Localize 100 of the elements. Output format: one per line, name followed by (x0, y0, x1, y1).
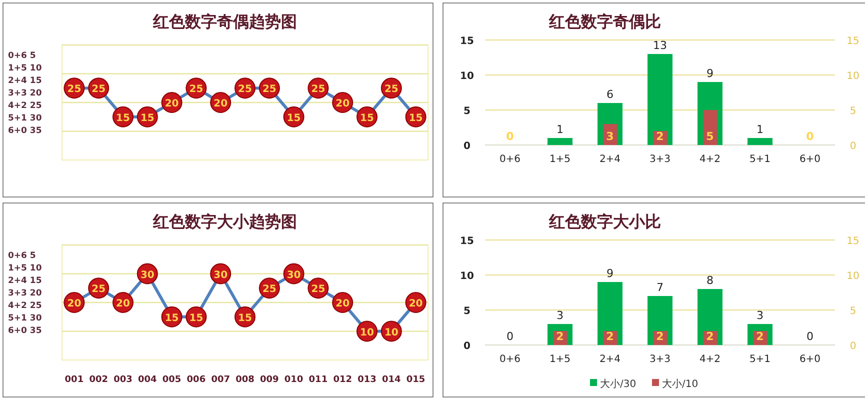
text: 2+4 15 (8, 76, 42, 86)
data-label: 2 (656, 330, 664, 343)
x-tick-label: 1+5 (549, 154, 571, 165)
data-label: 15 (140, 112, 154, 124)
bar (748, 138, 772, 145)
data-label: 2 (556, 330, 564, 343)
data-label: 20 (164, 98, 179, 110)
bar (703, 110, 717, 145)
y-tick-label: 10 (460, 71, 474, 82)
data-label: 20 (408, 298, 423, 310)
text: 4+2 25 (8, 101, 42, 111)
data-label: 15 (408, 112, 423, 124)
x-tick-label: 012 (333, 375, 352, 385)
y2-tick-label: 0 (850, 141, 856, 152)
x-tick-label: 2+4 (599, 354, 621, 365)
data-label: 10 (360, 327, 374, 338)
text: 1+5 10 (8, 264, 42, 274)
data-label: 15 (164, 312, 179, 324)
text: 1+5 10 (8, 64, 42, 74)
data-label: 2 (656, 130, 664, 143)
x-tick-label: 011 (308, 375, 328, 385)
data-label: 15 (286, 112, 301, 124)
data-label: 0 (506, 330, 514, 343)
x-tick-label: 005 (162, 375, 182, 385)
x-tick-label: 5+1 (749, 354, 771, 365)
y2-tick-label: 0 (850, 341, 856, 352)
data-label: 5 (706, 130, 714, 143)
data-label: 20 (116, 298, 130, 310)
chart-title: 红色数字大小比 (548, 212, 661, 231)
legend-label: 大小/10 (662, 378, 698, 390)
data-label: 2 (756, 330, 764, 343)
data-label: 20 (214, 98, 228, 110)
x-tick-label: 014 (382, 375, 401, 385)
x-tick-label: 2+4 (599, 154, 621, 165)
x-tick-label: 013 (358, 375, 376, 385)
y2-tick-label: 10 (846, 71, 860, 82)
y2-tick-label: 15 (846, 36, 860, 47)
y-tick-label: 0 (464, 341, 471, 352)
y-tick-label: 0 (464, 141, 471, 152)
data-label: 15 (189, 312, 204, 324)
x-tick-label: 009 (260, 375, 279, 385)
y-tick-label: 15 (460, 236, 474, 247)
x-tick-label: 6+0 (799, 154, 821, 165)
text: 5+1 30 (8, 114, 42, 124)
data-label: 9 (606, 267, 614, 280)
y2-tick-label: 15 (846, 236, 860, 247)
data-label: 15 (360, 112, 374, 124)
x-tick-label: 3+3 (649, 154, 671, 165)
data-label: 0 (806, 330, 814, 343)
x-tick-label: 010 (284, 375, 304, 385)
data-label: 25 (67, 84, 82, 96)
x-tick-label: 0+6 (499, 354, 521, 365)
text: 5+1 30 (8, 314, 42, 324)
data-label: 25 (92, 84, 106, 96)
data-label: 15 (238, 312, 252, 324)
text: 3+3 20 (8, 88, 42, 98)
y-tick-label: 5 (464, 306, 471, 317)
x-tick-label: 0+6 (499, 154, 521, 165)
data-label: 15 (116, 112, 130, 124)
data-label: 20 (336, 98, 350, 110)
data-label: 30 (140, 270, 154, 281)
data-label: 3 (606, 130, 614, 143)
data-label: 2 (606, 330, 614, 343)
data-label: 20 (67, 298, 82, 310)
data-label: 1 (756, 123, 764, 136)
data-label: 10 (384, 327, 398, 338)
bar (548, 138, 572, 145)
data-label: 0 (806, 130, 814, 143)
text: 0+6 5 (8, 51, 36, 61)
text: 4+2 25 (8, 301, 42, 311)
text: 0+6 5 (8, 251, 36, 261)
data-label: 6 (606, 88, 614, 101)
legend-label: 大小/30 (600, 378, 636, 390)
x-tick-label: 5+1 (749, 154, 771, 165)
data-label: 25 (311, 284, 326, 296)
y2-tick-label: 10 (846, 271, 860, 282)
x-tick-label: 004 (138, 375, 157, 385)
x-tick-label: 6+0 (799, 354, 821, 365)
data-label: 9 (706, 67, 714, 80)
x-tick-label: 008 (236, 375, 254, 385)
data-label: 1 (556, 123, 564, 136)
data-label: 25 (384, 84, 398, 96)
data-label: 0 (506, 130, 514, 143)
data-label: 30 (286, 270, 301, 281)
chart-title: 红色数字奇偶趋势图 (152, 12, 297, 31)
data-label: 3 (756, 309, 764, 322)
chart-title: 红色数字奇偶比 (548, 12, 661, 31)
x-tick-label: 4+2 (699, 354, 721, 365)
x-tick-label: 003 (114, 375, 132, 385)
data-label: 25 (189, 84, 204, 96)
y2-tick-label: 5 (850, 306, 856, 317)
data-label: 25 (262, 284, 276, 296)
text: 3+3 20 (8, 288, 42, 298)
y2-tick-label: 5 (850, 106, 856, 117)
chart-title: 红色数字大小趋势图 (152, 212, 297, 231)
x-tick-label: 1+5 (549, 354, 571, 365)
x-tick-label: 002 (89, 375, 108, 385)
x-tick-label: 006 (186, 375, 206, 385)
text: 2+4 15 (8, 276, 42, 286)
data-label: 25 (311, 84, 326, 96)
